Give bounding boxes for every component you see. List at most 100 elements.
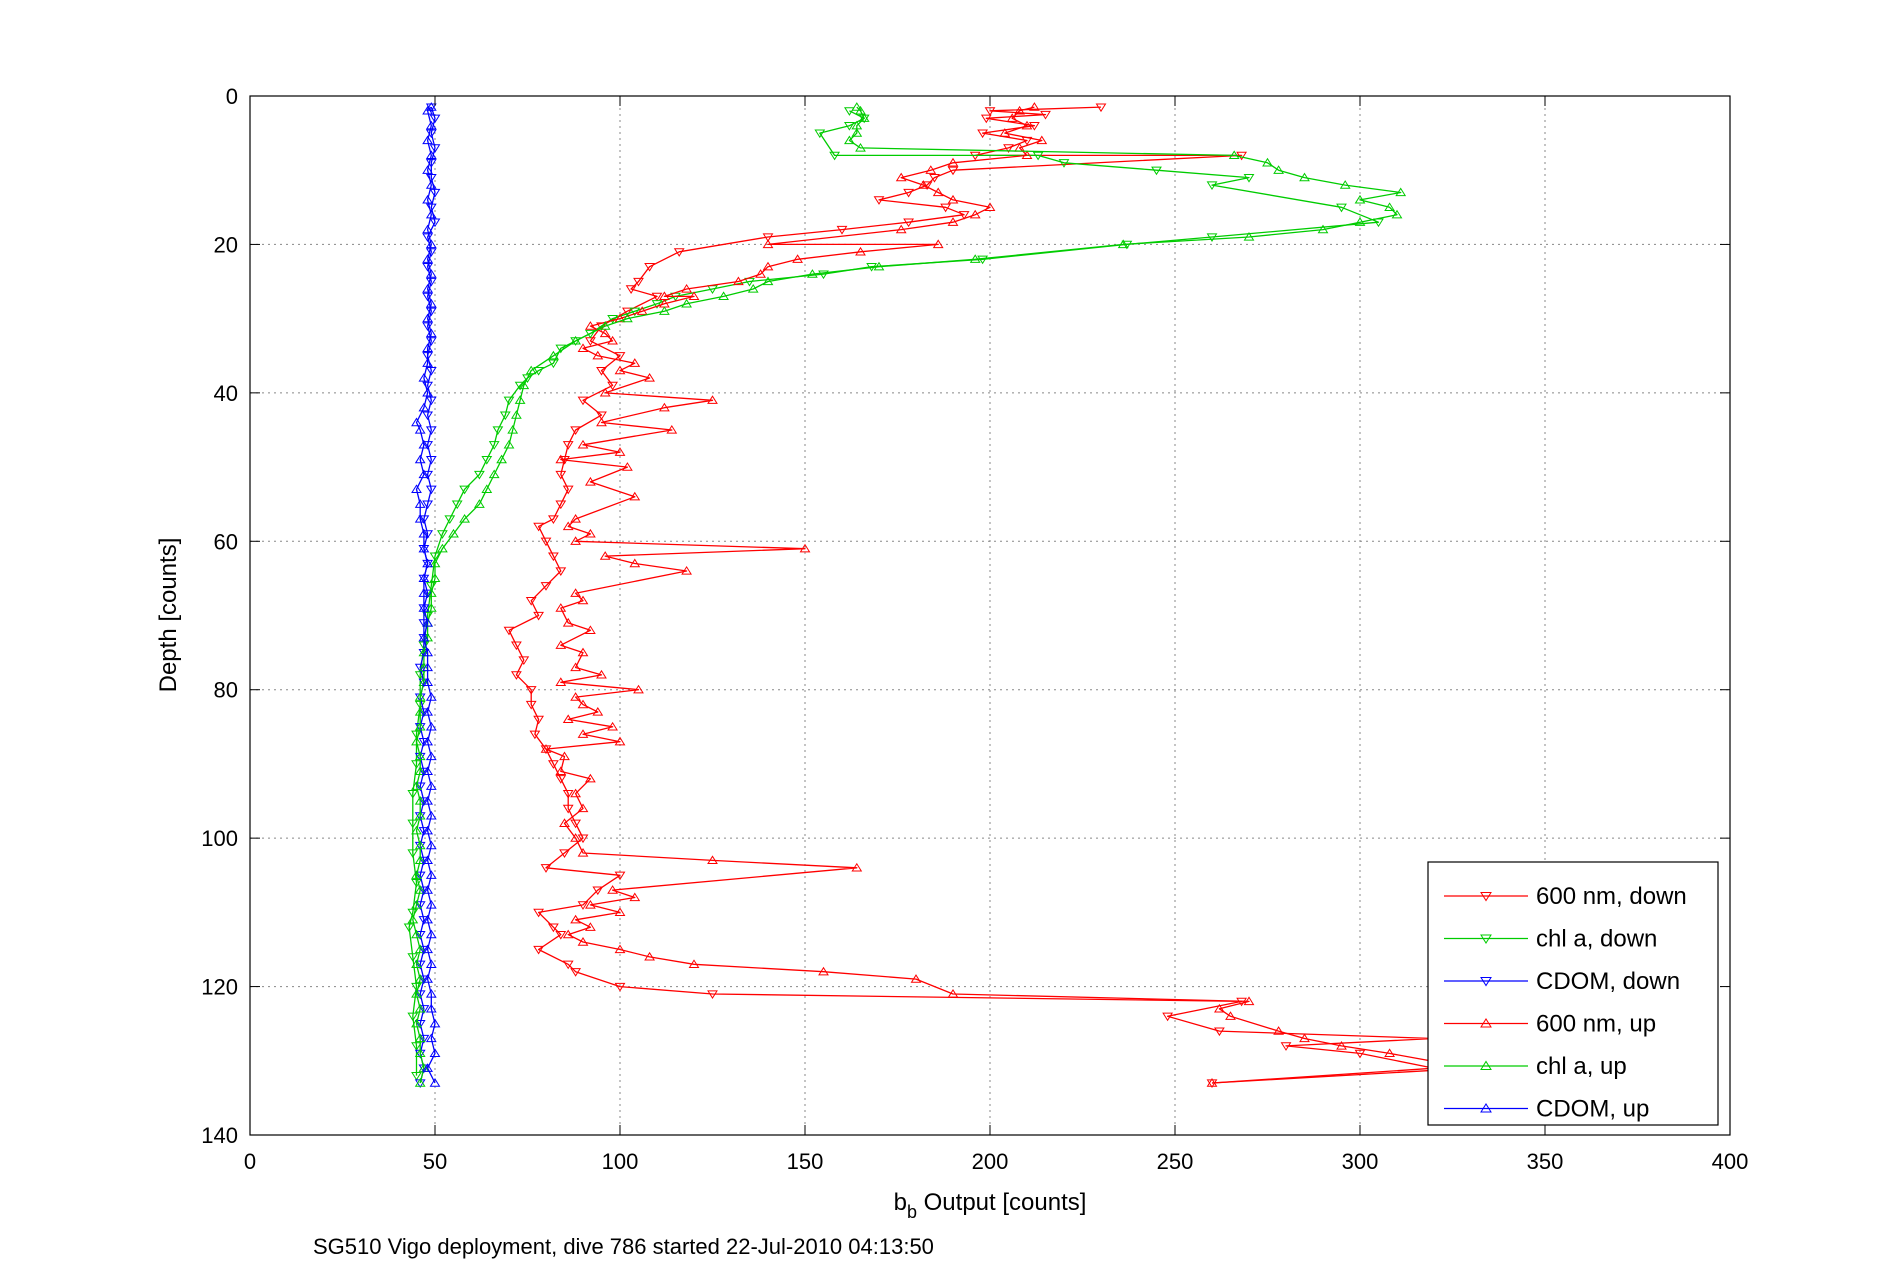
data-point (414, 885, 426, 894)
data-point (422, 617, 434, 627)
data-point (1014, 105, 1026, 115)
data-point (429, 188, 441, 198)
data-point (873, 196, 885, 205)
data-point (422, 736, 434, 746)
data-point (407, 953, 419, 962)
data-point (1032, 151, 1044, 161)
data-point (577, 834, 589, 844)
data-point (621, 313, 633, 323)
data-point (425, 366, 437, 376)
data-point (422, 358, 434, 367)
data-point (429, 552, 441, 562)
data-point (1243, 996, 1255, 1006)
data-point (570, 968, 582, 977)
data-point (562, 441, 574, 450)
data-point (559, 751, 570, 761)
data-point (1354, 194, 1366, 204)
data-point (422, 1063, 434, 1072)
data-point (1299, 1033, 1310, 1043)
data-point (562, 789, 574, 799)
data-point (540, 537, 552, 547)
data-point (555, 603, 567, 612)
data-point (514, 381, 526, 391)
data-point (570, 514, 582, 523)
data-point (903, 188, 915, 198)
data-point (422, 194, 434, 204)
data-point (1243, 232, 1255, 241)
data-point (1273, 1026, 1285, 1035)
data-point (503, 396, 515, 406)
data-point (422, 796, 434, 805)
data-point (851, 120, 863, 130)
data-point (533, 715, 545, 725)
data-point (411, 988, 422, 998)
legend: 600 nm, down chl a, down CDOM, down 600 nm,… (1427, 861, 1719, 1126)
data-point (418, 603, 430, 612)
data-point (577, 729, 589, 738)
data-point (755, 269, 767, 278)
data-point (429, 144, 441, 153)
data-point (584, 899, 596, 909)
data-point (422, 558, 434, 568)
data-point (562, 617, 574, 627)
data-point (555, 677, 567, 686)
data-point (429, 114, 441, 124)
data-point (414, 424, 426, 434)
data-point (422, 135, 434, 145)
data-point (969, 254, 981, 263)
series-line (419, 106, 436, 1084)
data-point (418, 708, 430, 717)
data-point (681, 283, 693, 293)
data-point (629, 307, 641, 317)
data-point (1206, 181, 1218, 191)
data-point (762, 261, 774, 271)
x-tick-label: 300 (1342, 1149, 1379, 1174)
data-point (584, 321, 596, 330)
data-point (592, 350, 604, 360)
data-point (932, 187, 944, 197)
data-point (418, 886, 430, 896)
chart-caption: SG510 Vigo deployment, dive 786 started … (313, 1234, 934, 1259)
data-point (414, 974, 426, 983)
data-point (1243, 173, 1255, 183)
data-point (1336, 203, 1347, 213)
data-point (818, 270, 829, 280)
data-point (429, 573, 441, 583)
data-point (422, 974, 434, 983)
y-tick-label: 40 (214, 381, 238, 406)
data-point (570, 914, 582, 924)
data-point (425, 120, 437, 130)
data-point (570, 588, 582, 597)
data-point (425, 721, 437, 731)
data-point (414, 855, 426, 865)
data-point (529, 730, 541, 740)
data-point (969, 209, 981, 219)
data-point (414, 840, 426, 850)
y-tick-label: 80 (214, 678, 238, 703)
series-4 (407, 102, 1407, 1087)
data-point (503, 626, 515, 636)
data-point (418, 975, 430, 985)
data-point (425, 426, 437, 435)
data-point (422, 530, 434, 539)
data-point (425, 870, 437, 879)
data-point (577, 699, 589, 709)
data-point (496, 454, 508, 464)
data-point (425, 781, 437, 790)
data-point (1317, 224, 1329, 234)
data-point (418, 797, 430, 807)
data-point (425, 603, 437, 612)
data-point (614, 982, 626, 992)
data-point (533, 611, 545, 621)
y-tick-label: 20 (214, 232, 238, 257)
data-point (403, 923, 415, 933)
data-point (418, 1034, 430, 1044)
data-point (436, 530, 448, 539)
data-point (1021, 120, 1033, 130)
data-point (555, 470, 567, 480)
data-point (570, 335, 582, 345)
data-point (1280, 1042, 1292, 1051)
data-point (411, 781, 422, 790)
data-point (425, 209, 437, 219)
